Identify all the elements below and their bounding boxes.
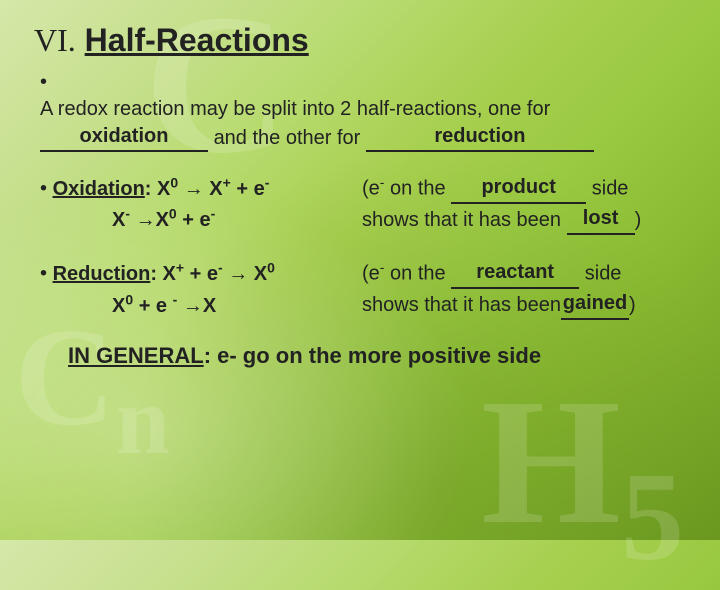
blank-reactant: reactant <box>451 258 579 289</box>
intro-line: A redox reaction may be split into 2 hal… <box>40 98 550 120</box>
blank-oxidation: oxidation <box>40 123 208 152</box>
blank-product: product <box>451 173 586 204</box>
title-text: Half-Reactions <box>85 22 309 58</box>
red-explanation: (e- on the reactant side shows that it h… <box>362 257 686 320</box>
blank-lost: lost <box>567 204 635 235</box>
oxidation-row: • Oxidation: X0 → X+ + e- X- →X0 + e- (e… <box>40 172 686 235</box>
reduction-row: • Reduction: X+ + e- → X0 X0 + e - →X (e… <box>40 257 686 320</box>
ox-explanation: (e- on the product side shows that it ha… <box>362 172 686 235</box>
blank-reduction: reduction <box>366 123 594 152</box>
title-numeral: VI. <box>34 22 76 58</box>
intro-bullet: • A redox reaction may be split into 2 h… <box>40 69 686 152</box>
red-label: Reduction <box>53 263 151 285</box>
slide-content: VI. Half-Reactions • A redox reaction ma… <box>0 0 720 391</box>
general-label: IN GENERAL <box>68 343 204 368</box>
general-rule: IN GENERAL: e- go on the more positive s… <box>68 343 686 369</box>
blank-gained: gained <box>561 289 629 320</box>
general-text: : e- go on the more positive side <box>204 343 541 368</box>
intro-mid: and the other for <box>214 127 366 149</box>
slide-title: VI. Half-Reactions <box>34 22 686 59</box>
ox-label: Oxidation <box>53 178 145 200</box>
